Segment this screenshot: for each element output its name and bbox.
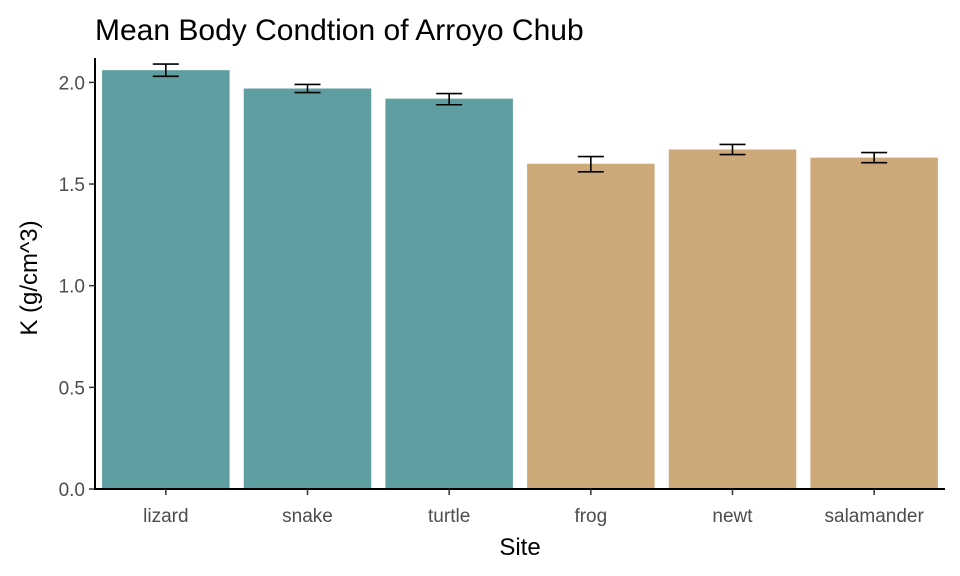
- x-axis-title: Site: [499, 534, 540, 561]
- error-bar-lizard: [152, 63, 179, 78]
- x-tick-label: frog: [574, 506, 607, 527]
- y-tick-label: 1.0: [59, 277, 85, 298]
- error-bar-snake: [294, 83, 321, 94]
- x-tick-label: salamander: [825, 506, 925, 527]
- chart-title: Mean Body Condtion of Arroyo Chub: [95, 14, 584, 47]
- x-tick-label: lizard: [143, 506, 188, 527]
- bar-newt: [668, 149, 797, 490]
- bar-frog: [527, 163, 655, 489]
- bar-turtle: [385, 98, 513, 490]
- x-tick-label: snake: [282, 506, 333, 527]
- y-tick-label: 0.0: [59, 480, 85, 501]
- y-tick-label: 1.5: [59, 175, 85, 196]
- error-bars-group: [152, 63, 888, 173]
- bar-lizard: [102, 70, 230, 489]
- y-axis-title: K (g/cm^3): [16, 220, 43, 335]
- y-tick-label: 0.5: [59, 378, 85, 399]
- error-bar-newt: [719, 143, 746, 156]
- x-tick-label: newt: [712, 506, 753, 527]
- bar-salamander: [810, 157, 938, 489]
- error-bar-turtle: [436, 92, 463, 106]
- y-tick-label: 2.0: [59, 73, 85, 94]
- x-tick-label: turtle: [428, 506, 470, 527]
- y-axis: 0.0 0.5 1.0 1.5 2.0: [59, 58, 96, 501]
- bar-snake: [243, 88, 372, 489]
- error-bar-salamander: [861, 151, 888, 164]
- error-bar-frog: [577, 155, 604, 173]
- bars-group: [102, 70, 938, 490]
- x-axis: lizard snake turtle frog newt salamander: [94, 488, 945, 527]
